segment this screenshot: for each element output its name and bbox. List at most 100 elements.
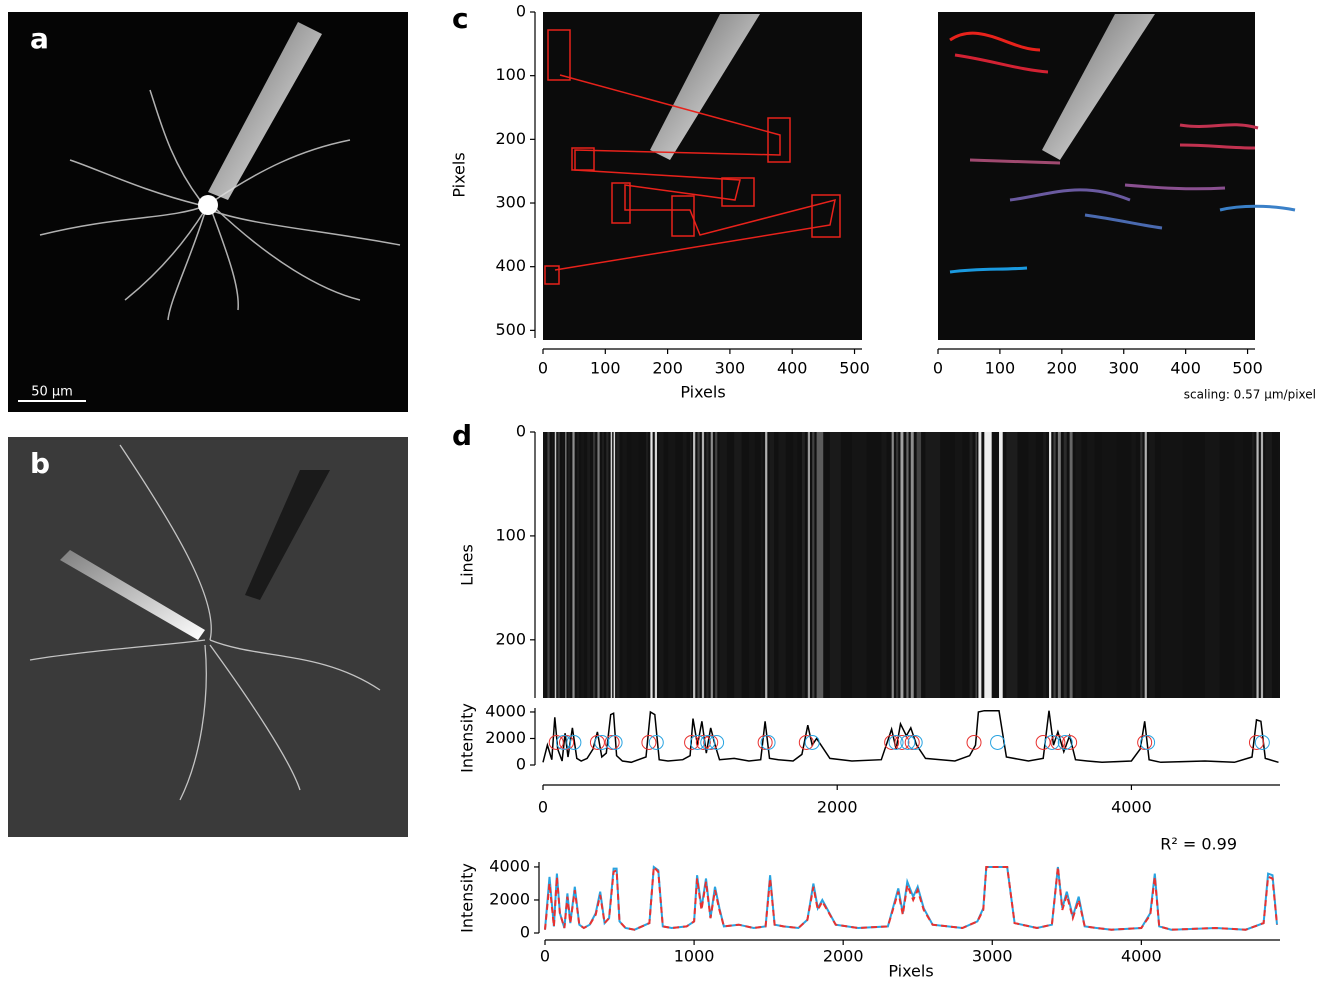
kymograph-stripe — [1279, 432, 1280, 698]
kymograph-stripe — [1261, 432, 1263, 698]
kymograph-stripe — [711, 432, 713, 698]
x-tick-label: 200 — [652, 359, 683, 378]
kymograph-stripe — [892, 432, 894, 698]
kymograph-stripe — [817, 432, 824, 698]
kymograph-stripe — [984, 432, 991, 698]
kymograph-stripe — [602, 432, 604, 698]
x-tick-label: 1000 — [674, 947, 715, 966]
kymograph-stripe — [650, 432, 652, 698]
annotation: scaling: 0.57 µm/pixel — [1184, 388, 1316, 402]
kymograph-stripe — [1064, 432, 1067, 698]
panel-c-images — [543, 12, 1295, 340]
kymograph-stripe — [1028, 432, 1035, 698]
kymograph-stripe — [975, 432, 976, 698]
kymograph-stripe — [617, 432, 620, 698]
kymograph-stripe — [896, 432, 898, 698]
kymograph-stripe — [1161, 432, 1183, 698]
x-axis-label: Pixels — [680, 383, 725, 402]
kymograph-stripe — [812, 432, 814, 698]
y-tick-label: 0 — [520, 923, 530, 942]
kymograph-stripe — [1049, 432, 1051, 698]
y-tick-label: 200 — [495, 629, 526, 648]
kymograph-stripe — [581, 432, 584, 698]
kymograph-stripe — [808, 432, 810, 698]
y-tick-label: 0 — [516, 2, 526, 21]
kymograph-stripe — [668, 432, 675, 698]
kymograph-stripe — [1252, 432, 1254, 698]
kymograph-stripe — [1006, 432, 1017, 698]
kymograph-stripe — [1131, 432, 1135, 698]
kymograph-stripe — [593, 432, 595, 698]
y-tick-label: 0 — [516, 422, 526, 441]
kymograph-stripe — [1265, 432, 1272, 698]
intensity-line — [545, 867, 1277, 930]
kymograph-stripe — [793, 432, 797, 698]
y-axis-label: Pixels — [450, 152, 469, 197]
y-axis-label: Intensity — [458, 863, 477, 933]
kymograph-stripe — [978, 432, 981, 698]
peak-marker — [758, 735, 772, 749]
x-tick-label: 300 — [1108, 359, 1139, 378]
x-tick-label: 100 — [985, 359, 1016, 378]
kymograph-stripe — [906, 432, 908, 698]
x-tick-label: 2000 — [817, 798, 858, 817]
y-tick-label: 0 — [516, 755, 526, 774]
kymograph-stripe — [690, 432, 691, 698]
y-axis-label: Intensity — [458, 703, 477, 773]
kymograph-stripe — [614, 432, 615, 698]
kymograph-stripe — [1145, 432, 1147, 698]
x-tick-label: 4000 — [1121, 947, 1162, 966]
x-tick-label: 0 — [538, 798, 548, 817]
kymograph-stripe — [572, 432, 574, 698]
kymograph-stripe — [706, 432, 708, 698]
intensity-line — [545, 867, 1277, 930]
panel-label: c — [452, 2, 469, 35]
y-tick-label: 2000 — [485, 728, 526, 747]
kymograph-stripe — [631, 432, 638, 698]
peak-marker — [710, 735, 724, 749]
kymograph-stripe — [702, 432, 704, 698]
kymograph-stripe — [881, 432, 886, 698]
kymograph-stripe — [1205, 432, 1220, 698]
kymograph-stripe — [715, 432, 717, 698]
kymograph-stripe — [770, 432, 774, 698]
y-tick-label: 4000 — [489, 856, 530, 875]
y-tick-label: 100 — [495, 525, 526, 544]
soma — [198, 195, 218, 215]
kymograph-stripe — [611, 432, 612, 698]
x-tick-label: 0 — [538, 359, 548, 378]
y-tick-label: 300 — [495, 193, 526, 212]
peak-marker — [1249, 735, 1263, 749]
kymograph-stripe — [1256, 432, 1258, 698]
kymograph-stripe — [568, 432, 570, 698]
kymograph-stripe — [970, 432, 973, 698]
kymograph-stripe — [917, 432, 921, 698]
kymograph-stripe — [734, 432, 741, 698]
kymograph-stripe — [646, 432, 648, 698]
scale-bar-label: 50 µm — [31, 385, 73, 400]
kymograph-stripe — [1102, 432, 1117, 698]
kymograph-stripe — [720, 432, 727, 698]
panel-label: b — [30, 447, 50, 480]
peak-marker — [991, 735, 1005, 749]
kymograph-stripe — [683, 432, 687, 698]
kymograph-stripe — [1234, 432, 1243, 698]
kymograph-stripe — [659, 432, 663, 698]
y-tick-label: 2000 — [489, 889, 530, 908]
figure: a 50 µm b — [0, 0, 1327, 981]
kymograph-stripe — [802, 432, 805, 698]
kymograph-stripe — [778, 432, 785, 698]
panel-a: a 50 µm — [8, 12, 408, 412]
y-tick-label: 500 — [495, 320, 526, 339]
kymograph-stripe — [606, 432, 608, 698]
kymograph-stripe — [547, 432, 549, 698]
annotation: R² = 0.99 — [1160, 835, 1237, 854]
x-tick-label: 4000 — [1111, 798, 1152, 817]
kymograph-stripe — [911, 432, 914, 698]
x-tick-label: 200 — [1047, 359, 1078, 378]
kymograph-stripe — [543, 432, 545, 698]
kymograph-stripe — [693, 432, 695, 698]
micrograph — [8, 437, 408, 837]
y-tick-label: 400 — [495, 256, 526, 275]
x-tick-label: 400 — [1170, 359, 1201, 378]
